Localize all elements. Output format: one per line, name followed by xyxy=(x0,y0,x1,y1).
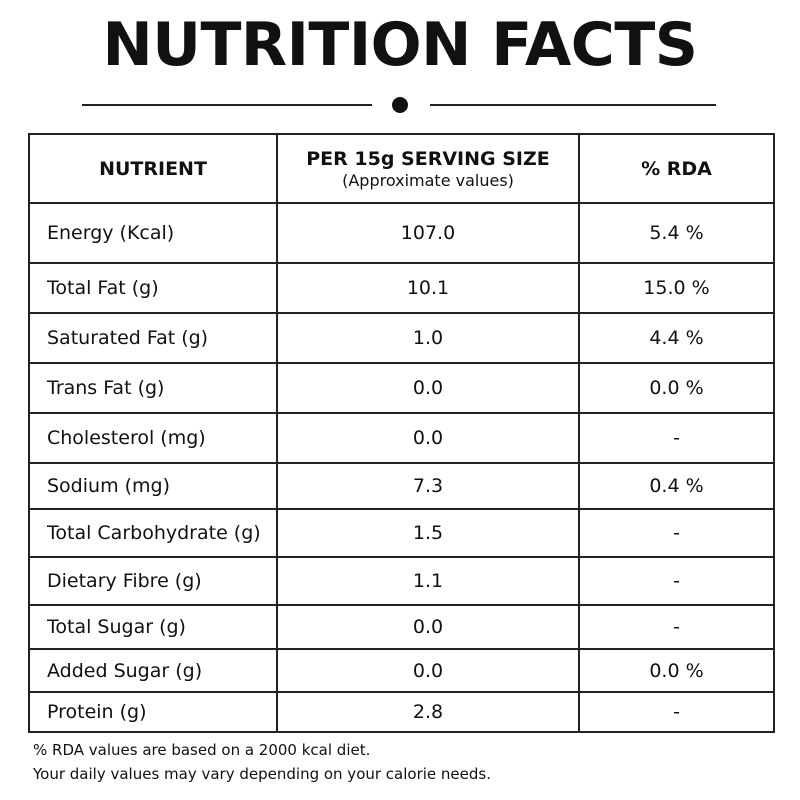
nutrient-name: Total Carbohydrate (g) xyxy=(28,508,278,558)
nutrient-rda: - xyxy=(578,691,775,733)
nutrient-rda: 4.4 % xyxy=(578,312,775,364)
footnote: % RDA values are based on a 2000 kcal di… xyxy=(33,738,491,786)
nutrient-value: 0.0 xyxy=(276,362,580,414)
nutrient-rda: 0.0 % xyxy=(578,362,775,414)
nutrient-value: 0.0 xyxy=(276,412,580,464)
nutrient-name: Dietary Fibre (g) xyxy=(28,556,278,606)
table-row: Cholesterol (mg) 0.0 - xyxy=(28,412,775,464)
table-row: Added Sugar (g) 0.0 0.0 % xyxy=(28,648,775,693)
column-header-serving: PER 15g SERVING SIZE (Approximate values… xyxy=(276,133,580,204)
table-row: Trans Fat (g) 0.0 0.0 % xyxy=(28,362,775,414)
table-row: Sodium (mg) 7.3 0.4 % xyxy=(28,462,775,510)
nutrient-rda: 15.0 % xyxy=(578,262,775,314)
nutrient-value: 2.8 xyxy=(276,691,580,733)
nutrient-rda: - xyxy=(578,508,775,558)
nutrient-value: 0.0 xyxy=(276,604,580,650)
column-header-rda-label: % RDA xyxy=(641,157,712,180)
nutrient-value: 1.0 xyxy=(276,312,580,364)
nutrient-value: 0.0 xyxy=(276,648,580,693)
table-header-row: NUTRIENT PER 15g SERVING SIZE (Approxima… xyxy=(28,133,775,204)
column-header-nutrient: NUTRIENT xyxy=(28,133,278,204)
nutrient-rda: 5.4 % xyxy=(578,202,775,264)
nutrient-name: Added Sugar (g) xyxy=(28,648,278,693)
nutrient-name: Trans Fat (g) xyxy=(28,362,278,414)
table-row: Dietary Fibre (g) 1.1 - xyxy=(28,556,775,606)
nutrient-name: Energy (Kcal) xyxy=(28,202,278,264)
footnote-line: Your daily values may vary depending on … xyxy=(33,765,491,783)
page-title: NUTRITION FACTS xyxy=(102,10,698,80)
title-divider xyxy=(82,97,716,113)
nutrient-rda: - xyxy=(578,604,775,650)
divider-line-right xyxy=(430,104,716,106)
table-row: Energy (Kcal) 107.0 5.4 % xyxy=(28,202,775,264)
column-header-nutrient-label: NUTRIENT xyxy=(99,157,207,180)
column-header-rda: % RDA xyxy=(578,133,775,204)
column-header-serving-note: (Approximate values) xyxy=(342,170,514,190)
nutrient-name: Saturated Fat (g) xyxy=(28,312,278,364)
table-row: Total Sugar (g) 0.0 - xyxy=(28,604,775,650)
nutrient-value: 1.1 xyxy=(276,556,580,606)
nutrient-name: Total Fat (g) xyxy=(28,262,278,314)
nutrient-value: 107.0 xyxy=(276,202,580,264)
nutrient-rda: - xyxy=(578,412,775,464)
column-header-serving-label: PER 15g SERVING SIZE xyxy=(306,147,550,170)
nutrient-name: Protein (g) xyxy=(28,691,278,733)
footnote-line: % RDA values are based on a 2000 kcal di… xyxy=(33,741,371,759)
divider-dot-icon xyxy=(392,97,408,113)
table-row: Total Carbohydrate (g) 1.5 - xyxy=(28,508,775,558)
nutrient-name: Cholesterol (mg) xyxy=(28,412,278,464)
table-row: Saturated Fat (g) 1.0 4.4 % xyxy=(28,312,775,364)
nutrient-rda: 0.0 % xyxy=(578,648,775,693)
nutrient-value: 7.3 xyxy=(276,462,580,510)
table-row: Total Fat (g) 10.1 15.0 % xyxy=(28,262,775,314)
nutrient-rda: - xyxy=(578,556,775,606)
nutrient-name: Total Sugar (g) xyxy=(28,604,278,650)
nutrient-value: 10.1 xyxy=(276,262,580,314)
nutrient-rda: 0.4 % xyxy=(578,462,775,510)
nutrient-value: 1.5 xyxy=(276,508,580,558)
table-row: Protein (g) 2.8 - xyxy=(28,691,775,733)
nutrient-name: Sodium (mg) xyxy=(28,462,278,510)
nutrition-table: NUTRIENT PER 15g SERVING SIZE (Approxima… xyxy=(28,133,775,733)
divider-line-left xyxy=(82,104,372,106)
